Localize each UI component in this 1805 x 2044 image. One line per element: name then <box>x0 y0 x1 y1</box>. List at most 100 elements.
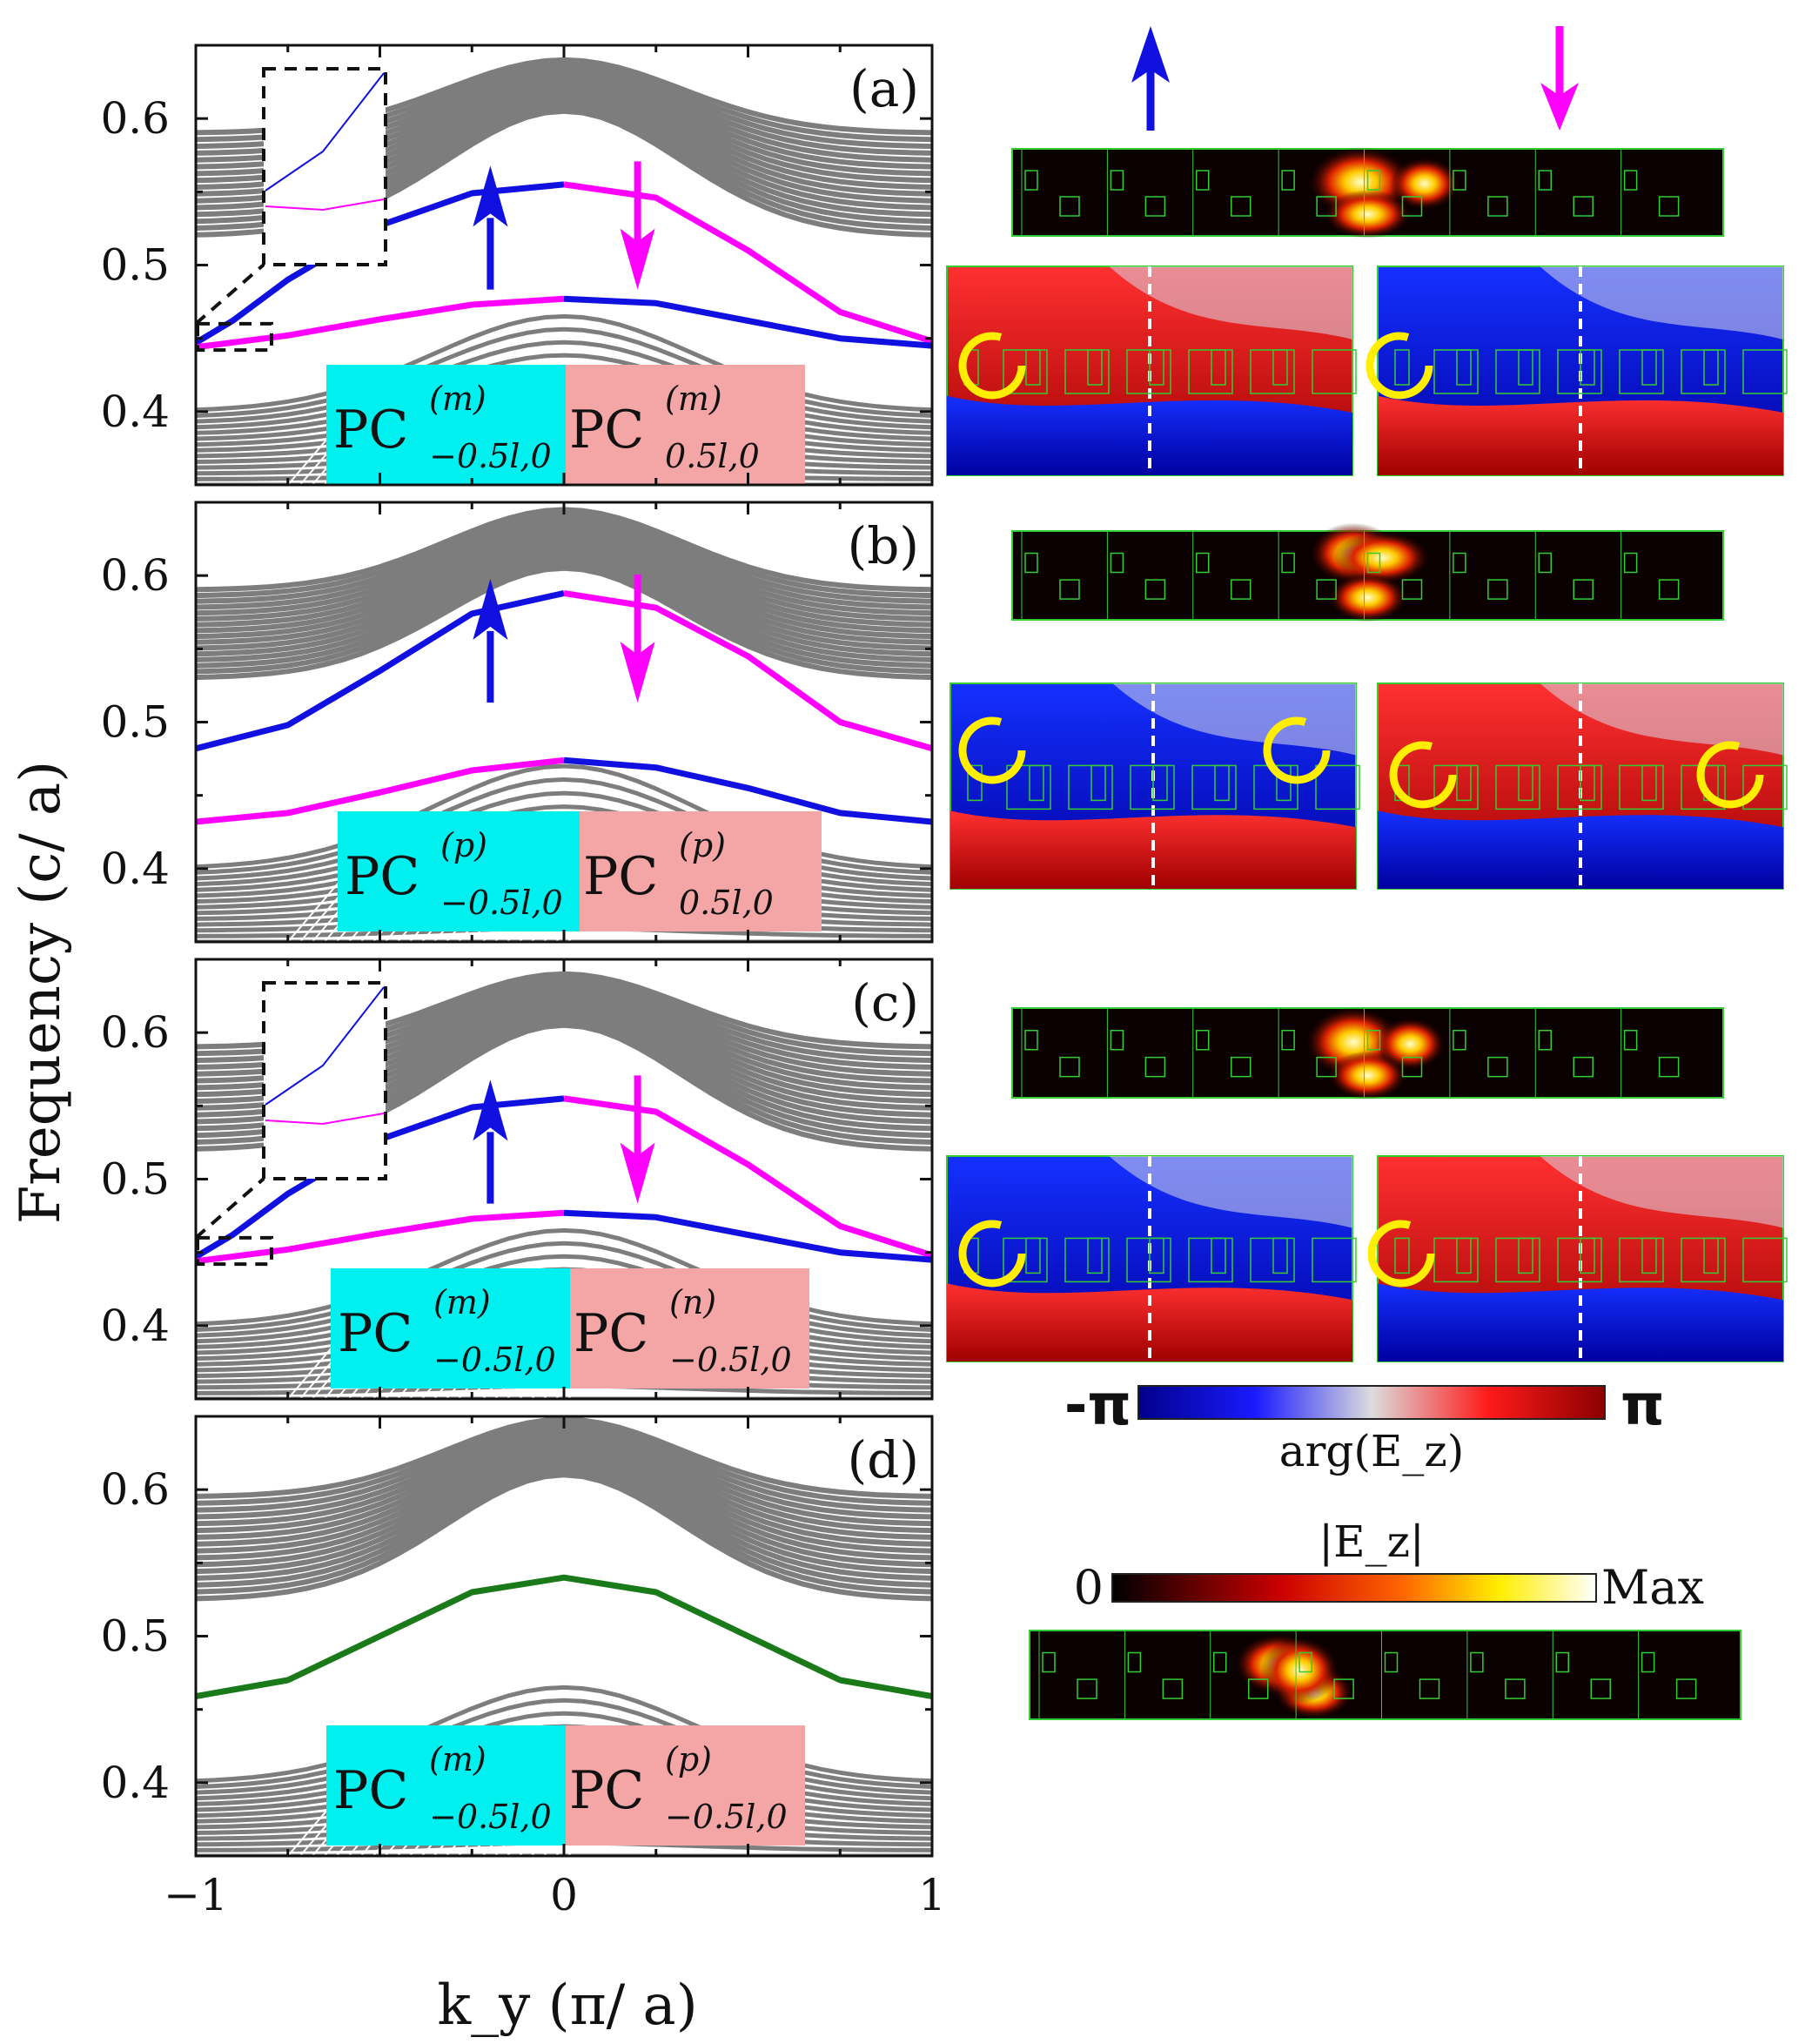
rod-outline <box>1433 1237 1479 1283</box>
rod-outline <box>1213 1651 1227 1673</box>
phase-map-b-right <box>1377 682 1788 890</box>
inset-source-box <box>196 1235 273 1267</box>
bulk-band-upper <box>196 1457 932 1575</box>
edge-state-line-blue <box>563 1209 932 1263</box>
rod-outline <box>1087 349 1103 386</box>
rod-outline <box>1231 579 1251 600</box>
y-tick-label: 0.4 <box>100 1301 170 1351</box>
rod-outline <box>1641 1651 1655 1673</box>
spin-down-arrowhead <box>620 642 655 703</box>
pc-sup-left: (m) <box>429 1740 486 1778</box>
label-box-left <box>326 365 566 485</box>
rod-outline <box>1333 1678 1354 1699</box>
rod-outline <box>1316 196 1337 217</box>
rod-outline <box>1394 1237 1410 1274</box>
rod-outline <box>1298 1651 1312 1673</box>
bulk-band-upper <box>196 1461 932 1581</box>
edge-state-line-blue <box>563 756 932 825</box>
bulk-band-lower <box>196 340 932 424</box>
rod-outline <box>1087 1237 1103 1274</box>
y-tick-label: 0.5 <box>100 1154 170 1205</box>
pc-sup-left: (m) <box>433 1283 491 1321</box>
rod-outline <box>1557 764 1602 810</box>
bulk-hatch <box>286 880 341 942</box>
bulk-band-lower <box>196 1698 932 1789</box>
field-strip-b <box>1011 522 1724 622</box>
rod-outline <box>1487 1056 1508 1078</box>
pc-sub-left: −0.5l,0 <box>440 884 563 922</box>
label-box-left <box>338 811 580 931</box>
rod-outline <box>1149 1237 1164 1274</box>
rod-outline <box>1312 349 1357 394</box>
amp-colorbar-title: |E_z| <box>1319 1516 1425 1567</box>
rod-outline <box>1059 579 1080 600</box>
inset-magenta-line <box>265 198 385 212</box>
pc-sup-left: (p) <box>440 826 487 864</box>
rod-outline <box>1538 552 1552 574</box>
rod-outline <box>1025 1237 1041 1274</box>
pc-sub-left: −0.5l,0 <box>429 437 552 475</box>
label-box-right <box>566 365 805 485</box>
pc-label-right: PC <box>569 1760 644 1821</box>
y-axis-title: Frequency (c/ a) <box>9 761 73 1224</box>
label-box-right <box>570 1268 809 1388</box>
bulk-band-upper <box>196 1449 932 1561</box>
rod-outline <box>1196 170 1210 191</box>
rod-outline <box>1064 1237 1110 1283</box>
rod-outline <box>1401 196 1423 217</box>
rod-outline <box>1557 349 1602 394</box>
rod-outline <box>1703 349 1719 386</box>
pc-label-left: PC <box>338 1303 413 1364</box>
y-tick-label: 0.4 <box>100 387 170 437</box>
phase-colorbar-min: -π <box>1064 1374 1131 1438</box>
amp-colorbar <box>1111 1573 1597 1603</box>
bulk-band-lower <box>196 326 932 418</box>
rod-outline <box>1590 1678 1611 1699</box>
bulk-band-upper <box>196 1464 932 1588</box>
bulk-band-upper <box>196 546 932 651</box>
pc-sub-right: 0.5l,0 <box>679 884 774 922</box>
inset-magenta-line <box>265 1113 385 1126</box>
rod-outline <box>1456 764 1472 802</box>
rod-outline <box>1505 1678 1526 1699</box>
pc-sub-left: −0.5l,0 <box>429 1798 552 1836</box>
pc-sup-right: (p) <box>679 826 726 864</box>
panel-tag: (a) <box>849 59 919 118</box>
phase-region <box>1540 1156 1783 1228</box>
bulk-band-upper <box>196 1428 932 1520</box>
y-tick-label: 0.6 <box>100 93 170 144</box>
spin-up-arrowhead <box>473 165 508 227</box>
label-box-right <box>566 1725 805 1846</box>
rod-outline <box>1211 349 1226 386</box>
pc-label-right: PC <box>569 400 644 461</box>
spin-down-arrowhead <box>620 1142 655 1204</box>
circular-polarization-arrow <box>1263 716 1331 784</box>
rod-outline <box>1433 349 1479 394</box>
y-tick-label: 0.5 <box>100 697 170 748</box>
rod-outline <box>1641 764 1657 802</box>
bulk-band-lower <box>196 1684 932 1784</box>
field-hotspot <box>1333 531 1430 584</box>
inset-connector <box>194 263 265 326</box>
rod-outline <box>1144 196 1166 217</box>
rod-outline <box>1557 1237 1602 1283</box>
rod-outline <box>1675 1678 1697 1699</box>
rod-outline <box>1316 1056 1337 1078</box>
rod-outline <box>1316 579 1337 600</box>
rod-outline <box>1250 349 1295 394</box>
pc-sup-right: (p) <box>665 1740 712 1778</box>
rod-outline <box>1272 349 1288 386</box>
edge-state-line-blue <box>196 589 565 752</box>
rod-outline <box>1231 196 1251 217</box>
bulk-band-upper <box>196 1453 932 1568</box>
panel-d: PC (m) −0.5l,0 PC (p) −0.5l,0 0.4 0.5 0.6 −1 0 1 (d) <box>100 1415 946 1920</box>
field-strip-bg <box>1029 1630 1741 1720</box>
bulk-band-upper <box>196 549 932 657</box>
rod-outline <box>1059 196 1080 217</box>
bulk-band-upper <box>196 565 932 681</box>
amp-colorbar-max: Max <box>1601 1560 1704 1615</box>
spin-down-arrowhead-top <box>1540 83 1579 131</box>
rod-outline <box>1623 1030 1638 1051</box>
bulk-band-lower <box>196 313 932 413</box>
rod-outline <box>1742 764 1788 810</box>
